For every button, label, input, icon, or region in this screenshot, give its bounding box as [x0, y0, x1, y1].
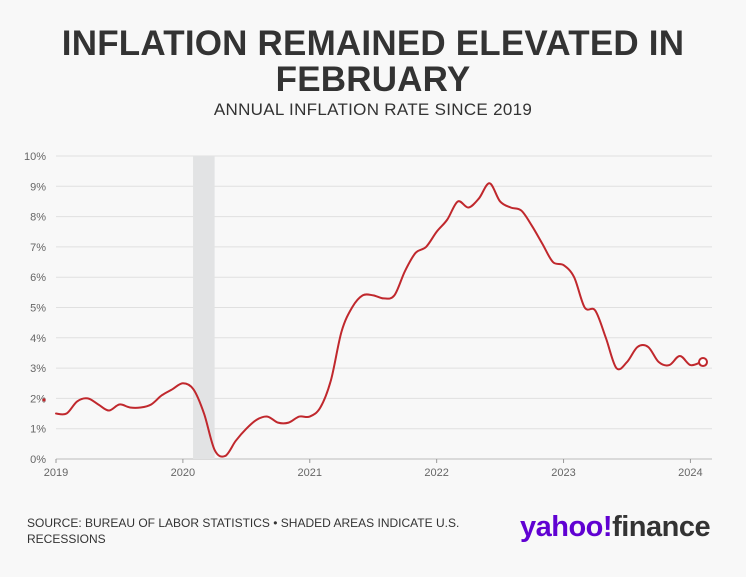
chart-subtitle: ANNUAL INFLATION RATE SINCE 2019: [213, 100, 533, 119]
y-tick-label: 5%: [30, 303, 46, 315]
grid-layer: [56, 155, 712, 460]
inflation-series-line: [55, 182, 702, 458]
x-tick-label: 2021: [298, 467, 322, 479]
recession-layer: [193, 156, 215, 459]
chart-title: INFLATION REMAINED ELEVATED IN FEBRUARY: [0, 26, 746, 98]
y-tick-label: 7%: [30, 242, 46, 254]
series-start-dot: [42, 398, 46, 402]
x-tick-label: 2023: [551, 467, 575, 479]
x-tick-label: 2019: [44, 467, 68, 479]
chart-title-line-1: INFLATION REMAINED ELEVATED IN: [61, 24, 685, 63]
x-tick-label: 2024: [678, 467, 702, 479]
latest-value-marker: [698, 357, 709, 368]
chart-title-line-2: FEBRUARY: [275, 60, 471, 99]
x-tick-layer: 2019 2020 2021 2022 2023 2024: [44, 459, 703, 479]
logo-finance-text: finance: [612, 511, 711, 543]
y-tick-label: 1%: [30, 424, 46, 436]
recession-band: [193, 156, 215, 459]
y-tick-label: 10%: [24, 151, 46, 163]
y-tick-label: 0%: [30, 454, 46, 466]
source-note: SOURCE: BUREAU OF LABOR STATISTICS • SHA…: [27, 516, 460, 546]
y-tick-label: 9%: [30, 181, 46, 193]
yahoo-finance-logo: yahoo!finance: [520, 511, 711, 544]
y-tick-label: 3%: [30, 363, 46, 375]
logo-yahoo-text: yahoo!: [520, 511, 613, 543]
series-layer: [42, 182, 709, 458]
y-tick-label: 2%: [30, 393, 46, 405]
y-tick-layer: 0% 1% 2% 3% 4% 5% 6% 7% 8% 9% 10%: [24, 151, 46, 466]
inflation-line-chart: 0% 1% 2% 3% 4% 5% 6% 7% 8% 9% 10% 2019 2020 2021 2022…: [24, 151, 712, 479]
x-tick-label: 2020: [171, 467, 195, 479]
y-tick-label: 8%: [30, 212, 46, 224]
y-tick-label: 6%: [30, 272, 46, 284]
x-tick-label: 2022: [424, 467, 448, 479]
y-tick-label: 4%: [30, 333, 46, 345]
